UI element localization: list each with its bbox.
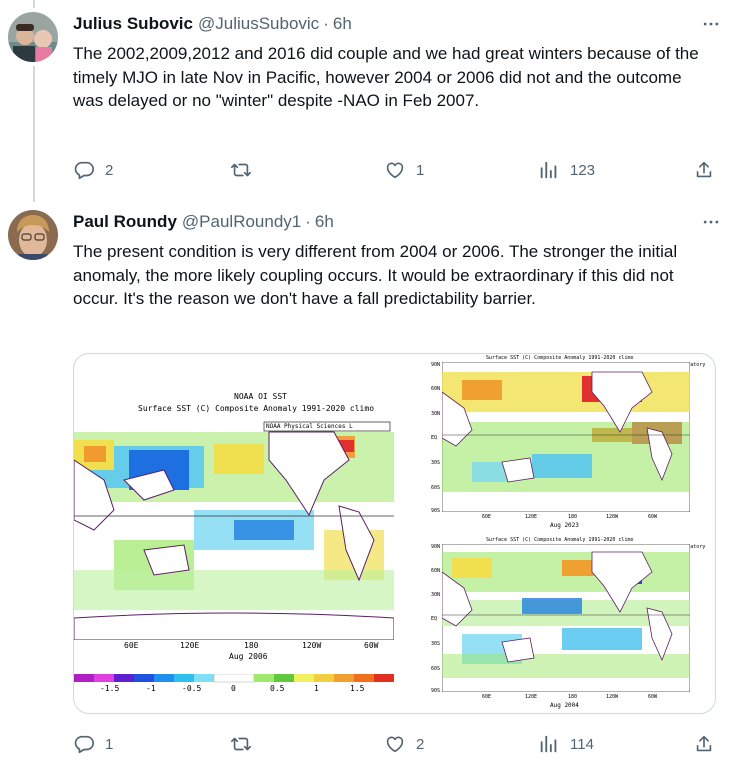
like-icon	[386, 162, 404, 179]
top-map-y-tick-5: 30S	[431, 460, 441, 466]
tweet-text: The present condition is very different …	[73, 242, 678, 308]
colorbar-tick-7: 1.5	[350, 684, 365, 693]
more-icon[interactable]	[699, 212, 723, 232]
bottom-map-y-tick-2: 60N	[431, 568, 441, 574]
tweet-text: The 2002,2009,2012 and 2016 did couple a…	[73, 44, 699, 110]
more-icon[interactable]	[699, 14, 723, 34]
author-handle[interactable]: @PaulRoundy1	[181, 212, 302, 231]
main-map-period: Aug 2006	[229, 652, 268, 661]
top-map-x-tick-3: 180	[568, 514, 578, 520]
author-name[interactable]: Paul Roundy	[73, 212, 177, 231]
action-bar: 1 2 114	[73, 732, 723, 756]
bottom-sst-map[interactable]	[442, 544, 690, 692]
separator-dot: ·	[323, 14, 329, 33]
colorbar-tick-1: -1.5	[100, 684, 120, 693]
top-map-x-tick-1: 60E	[482, 514, 492, 520]
thread-line-top	[33, 0, 35, 8]
bottom-map-y-tick-4: EQ	[431, 616, 438, 622]
main-map-x-tick-1: 60E	[124, 641, 139, 650]
bottom-map-y-tick-5: 30S	[431, 641, 441, 647]
views-button[interactable]: 123	[538, 158, 595, 182]
main-sst-map[interactable]	[74, 420, 394, 640]
retweet-button[interactable]	[230, 158, 262, 182]
retweet-button[interactable]	[230, 732, 262, 756]
top-map-title: Surface SST (C) Composite Anomaly 1991-2…	[486, 355, 634, 361]
avatar[interactable]	[8, 12, 58, 62]
tweet-header: Paul Roundy @PaulRoundy1 · 6h	[73, 210, 334, 234]
share-icon	[696, 161, 712, 178]
share-button[interactable]	[693, 158, 715, 182]
media-attachment[interactable]: NOAA OI SST Surface SST (C) Composite An…	[73, 353, 716, 714]
bottom-map-x-tick-5: 60W	[648, 694, 658, 700]
thread-line-connector	[33, 66, 35, 202]
like-button[interactable]: 2	[384, 732, 424, 756]
top-sst-map[interactable]	[442, 362, 690, 512]
tweet-1[interactable]: Julius Subovic @JuliusSubovic · 6h The 2…	[0, 12, 739, 202]
reply-icon	[74, 735, 94, 754]
top-map-y-tick-1: 90N	[431, 362, 441, 368]
timestamp[interactable]: 6h	[314, 212, 334, 231]
author-handle[interactable]: @JuliusSubovic	[197, 14, 320, 33]
top-map-period: Aug 2023	[550, 522, 579, 529]
top-map-x-tick-5: 60W	[648, 514, 658, 520]
main-map-title-line2: Surface SST (C) Composite Anomaly 1991-2…	[138, 404, 375, 413]
main-map-colorbar	[74, 674, 394, 683]
avatar[interactable]	[8, 210, 58, 260]
bottom-map-x-tick-1: 60E	[482, 694, 492, 700]
colorbar-tick-3: -0.5	[182, 684, 202, 693]
bottom-map-y-tick-6: 60S	[431, 666, 441, 672]
views-icon	[540, 735, 557, 753]
top-map-y-tick-4: EQ	[431, 435, 438, 441]
tweet-2[interactable]: Paul Roundy @PaulRoundy1 · 6h The presen…	[0, 210, 739, 766]
top-map-x-tick-2: 120E	[525, 514, 538, 520]
top-map-x-tick-4: 120W	[606, 514, 619, 520]
author-name[interactable]: Julius Subovic	[73, 14, 193, 33]
timestamp[interactable]: 6h	[332, 14, 352, 33]
reply-button[interactable]: 2	[73, 158, 113, 182]
like-count: 1	[416, 161, 425, 179]
top-map-y-tick-7: 90S	[431, 508, 441, 514]
views-count: 114	[570, 735, 594, 753]
top-map-y-tick-6: 60S	[431, 485, 441, 491]
action-bar: 2 1 123	[73, 158, 723, 182]
bottom-map-title: Surface SST (C) Composite Anomaly 1991-2…	[486, 537, 634, 543]
main-map-x-tick-4: 120W	[302, 641, 322, 650]
top-map-y-tick-3: 30N	[431, 411, 441, 417]
reply-icon	[74, 161, 94, 180]
main-map-x-tick-3: 180	[244, 641, 259, 650]
bottom-map-period: Aug 2004	[550, 702, 579, 709]
share-icon	[696, 735, 712, 752]
reply-count: 1	[105, 735, 114, 753]
reply-button[interactable]: 1	[73, 732, 113, 756]
reply-count: 2	[105, 161, 114, 179]
bottom-map-x-tick-4: 120W	[606, 694, 619, 700]
bottom-map-y-tick-1: 90N	[431, 544, 441, 550]
views-icon	[540, 161, 557, 179]
colorbar-tick-4: 0	[231, 684, 236, 693]
views-button[interactable]: 114	[538, 732, 594, 756]
bottom-map-y-tick-3: 30N	[431, 592, 441, 598]
bottom-map-x-tick-2: 120E	[525, 694, 538, 700]
main-map-x-tick-2: 120E	[180, 641, 200, 650]
top-map-y-tick-2: 60N	[431, 386, 441, 392]
like-button[interactable]: 1	[384, 158, 424, 182]
bottom-map-x-tick-3: 180	[568, 694, 578, 700]
colorbar-tick-5: 0.5	[270, 684, 285, 693]
views-count: 123	[570, 161, 596, 179]
separator-dot: ·	[305, 212, 311, 231]
retweet-icon	[231, 163, 251, 177]
tweet-header: Julius Subovic @JuliusSubovic · 6h	[73, 12, 352, 36]
colorbar-tick-2: -1	[146, 684, 156, 693]
share-button[interactable]	[693, 732, 715, 756]
main-map-lab-label: NOAA Physical Sciences L	[266, 423, 353, 430]
colorbar-tick-6: 1	[314, 684, 319, 693]
bottom-map-y-tick-7: 90S	[431, 688, 441, 694]
retweet-icon	[231, 737, 251, 751]
like-count: 2	[416, 735, 425, 753]
main-map-x-tick-5: 60W	[364, 641, 379, 650]
like-icon	[386, 736, 404, 753]
main-map-title-line1: NOAA OI SST	[234, 392, 287, 401]
